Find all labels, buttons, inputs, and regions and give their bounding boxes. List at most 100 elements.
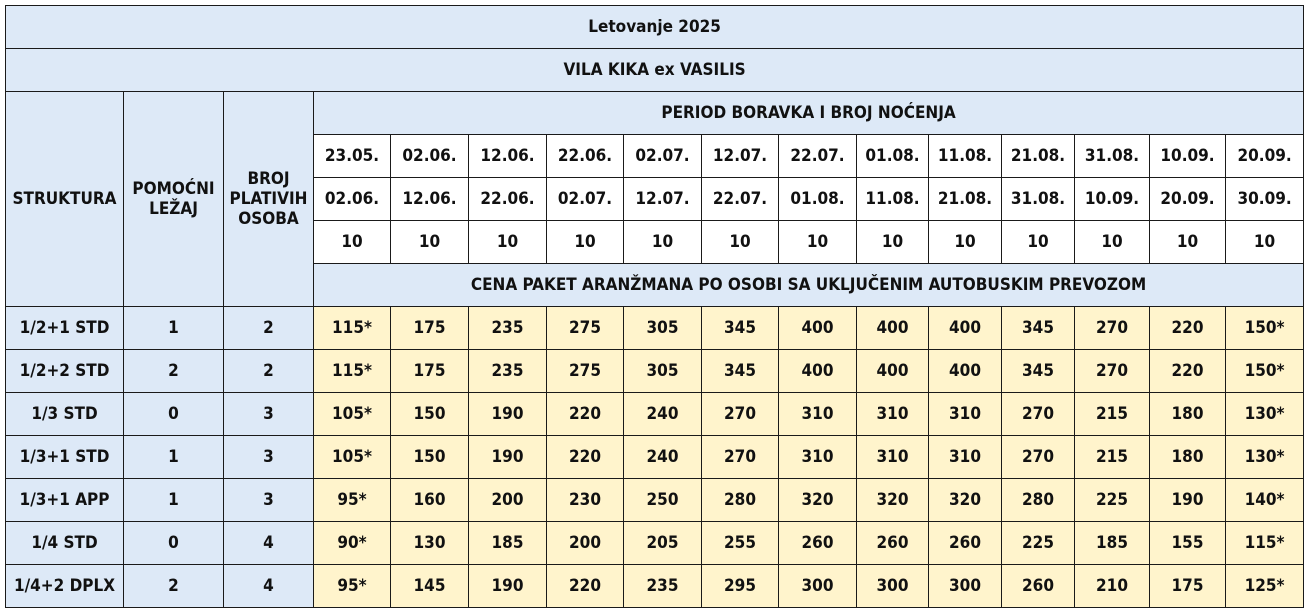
period-to-cell: 10.09. (1074, 177, 1150, 221)
price-cell: 220 (546, 564, 624, 608)
period-from-cell: 21.08. (1001, 134, 1075, 178)
price-cell: 250 (623, 478, 702, 522)
nights-cell: 10 (1224, 220, 1305, 264)
price-cell: 145 (390, 564, 469, 608)
table-row: 1/3+1 STD 1 3 105* 150 190 220 240 270 310 310 310 2… (5, 435, 1305, 479)
extra-bed-cell: 2 (123, 564, 224, 608)
structure-cell: 1/2+1 STD (5, 306, 124, 350)
table-row: 1/3 STD 0 3 105* 150 190 220 240 270 310 310 310 270… (5, 392, 1305, 436)
paying-persons-cell: 3 (223, 392, 314, 436)
extra-bed-cell: 1 (123, 478, 224, 522)
price-cell: 270 (1074, 349, 1150, 393)
price-cell: 255 (701, 521, 779, 565)
price-cell: 140* (1224, 478, 1305, 522)
structure-cell: 1/2+2 STD (5, 349, 124, 393)
price-cell: 95* (313, 564, 391, 608)
header-cena: CENA PAKET ARANŽMANA PO OSOBI SA UKLJUČE… (312, 263, 1305, 307)
paying-persons-cell: 2 (223, 306, 314, 350)
price-cell: 210 (1074, 564, 1150, 608)
period-from-cell: 02.06. (390, 134, 469, 178)
price-cell: 200 (546, 521, 624, 565)
price-cell: 220 (1149, 306, 1226, 350)
price-cell: 230 (546, 478, 624, 522)
nights-row: 10 10 10 10 10 10 10 10 10 10 10 10 10 (6, 220, 1305, 264)
price-table: Letovanje 2025 VILA KIKA ex VASILIS STRU… (4, 5, 1305, 608)
paying-persons-cell: 4 (223, 564, 314, 608)
price-cell: 320 (856, 478, 929, 522)
price-cell: 280 (1001, 478, 1075, 522)
price-cell: 150* (1224, 349, 1305, 393)
price-cell: 400 (778, 306, 857, 350)
period-to-cell: 12.07. (623, 177, 702, 221)
period-to-cell: 30.09. (1224, 177, 1305, 221)
nights-cell: 10 (1001, 220, 1075, 264)
price-cell: 310 (778, 392, 857, 436)
price-cell: 90* (313, 521, 391, 565)
nights-cell: 10 (1149, 220, 1226, 264)
price-cell: 345 (1001, 306, 1075, 350)
price-cell: 235 (623, 564, 702, 608)
price-cell: 345 (1001, 349, 1075, 393)
period-to-cell: 12.06. (390, 177, 469, 221)
price-cell: 150 (390, 435, 469, 479)
price-cell: 205 (623, 521, 702, 565)
price-cell: 345 (701, 306, 779, 350)
price-cell: 270 (701, 435, 779, 479)
price-cell: 260 (928, 521, 1002, 565)
price-cell: 185 (1074, 521, 1150, 565)
header-period: PERIOD BORAVKA I BROJ NOĆENJA (312, 91, 1305, 135)
period-to-cell: 31.08. (1001, 177, 1075, 221)
header-broj-plativih-osoba: BROJ PLATIVIH OSOBA (223, 91, 314, 307)
nights-cell: 10 (701, 220, 779, 264)
nights-cell: 10 (313, 220, 391, 264)
price-cell: 305 (623, 306, 702, 350)
period-from-cell: 20.09. (1224, 134, 1305, 178)
period-from-cell: 01.08. (856, 134, 929, 178)
price-cell: 240 (623, 392, 702, 436)
price-cell: 235 (468, 349, 547, 393)
period-to-cell: 20.09. (1149, 177, 1226, 221)
price-cell: 175 (390, 306, 469, 350)
extra-bed-cell: 1 (123, 435, 224, 479)
header-struktura: STRUKTURA (5, 91, 124, 307)
period-from-cell: 22.06. (546, 134, 624, 178)
price-cell: 180 (1149, 435, 1226, 479)
price-cell: 295 (701, 564, 779, 608)
price-cell: 235 (468, 306, 547, 350)
price-cell: 300 (856, 564, 929, 608)
price-cell: 95* (313, 478, 391, 522)
price-cell: 310 (856, 392, 929, 436)
price-cell: 260 (778, 521, 857, 565)
period-to-cell: 11.08. (856, 177, 929, 221)
price-cell: 190 (468, 392, 547, 436)
price-cell: 310 (856, 435, 929, 479)
price-cell: 400 (856, 349, 929, 393)
price-cell: 185 (468, 521, 547, 565)
price-cell: 175 (1149, 564, 1226, 608)
period-to-cell: 01.08. (778, 177, 857, 221)
structure-cell: 1/3+1 APP (5, 478, 124, 522)
price-cell: 220 (546, 435, 624, 479)
price-cell: 310 (928, 435, 1002, 479)
nights-cell: 10 (856, 220, 929, 264)
price-cell: 240 (623, 435, 702, 479)
period-to-row: 02.06. 12.06. 22.06. 02.07. 12.07. 22.07. 01.0… (6, 177, 1305, 221)
price-cell: 130* (1224, 392, 1305, 436)
table-row: 1/2+2 STD 2 2 115* 175 235 275 305 345 400 400 400 3… (5, 349, 1305, 393)
paying-persons-cell: 3 (223, 435, 314, 479)
price-cell: 270 (1001, 392, 1075, 436)
price-cell: 275 (546, 349, 624, 393)
price-cell: 280 (701, 478, 779, 522)
period-from-cell: 12.06. (468, 134, 547, 178)
price-cell: 400 (856, 306, 929, 350)
table-title: Letovanje 2025 (4, 5, 1305, 49)
price-cell: 400 (928, 349, 1002, 393)
period-from-cell: 22.07. (778, 134, 857, 178)
extra-bed-cell: 0 (123, 392, 224, 436)
nights-cell: 10 (468, 220, 547, 264)
price-cell: 310 (778, 435, 857, 479)
price-cell: 105* (313, 392, 391, 436)
period-from-cell: 10.09. (1149, 134, 1226, 178)
price-cell: 180 (1149, 392, 1226, 436)
price-cell: 175 (390, 349, 469, 393)
